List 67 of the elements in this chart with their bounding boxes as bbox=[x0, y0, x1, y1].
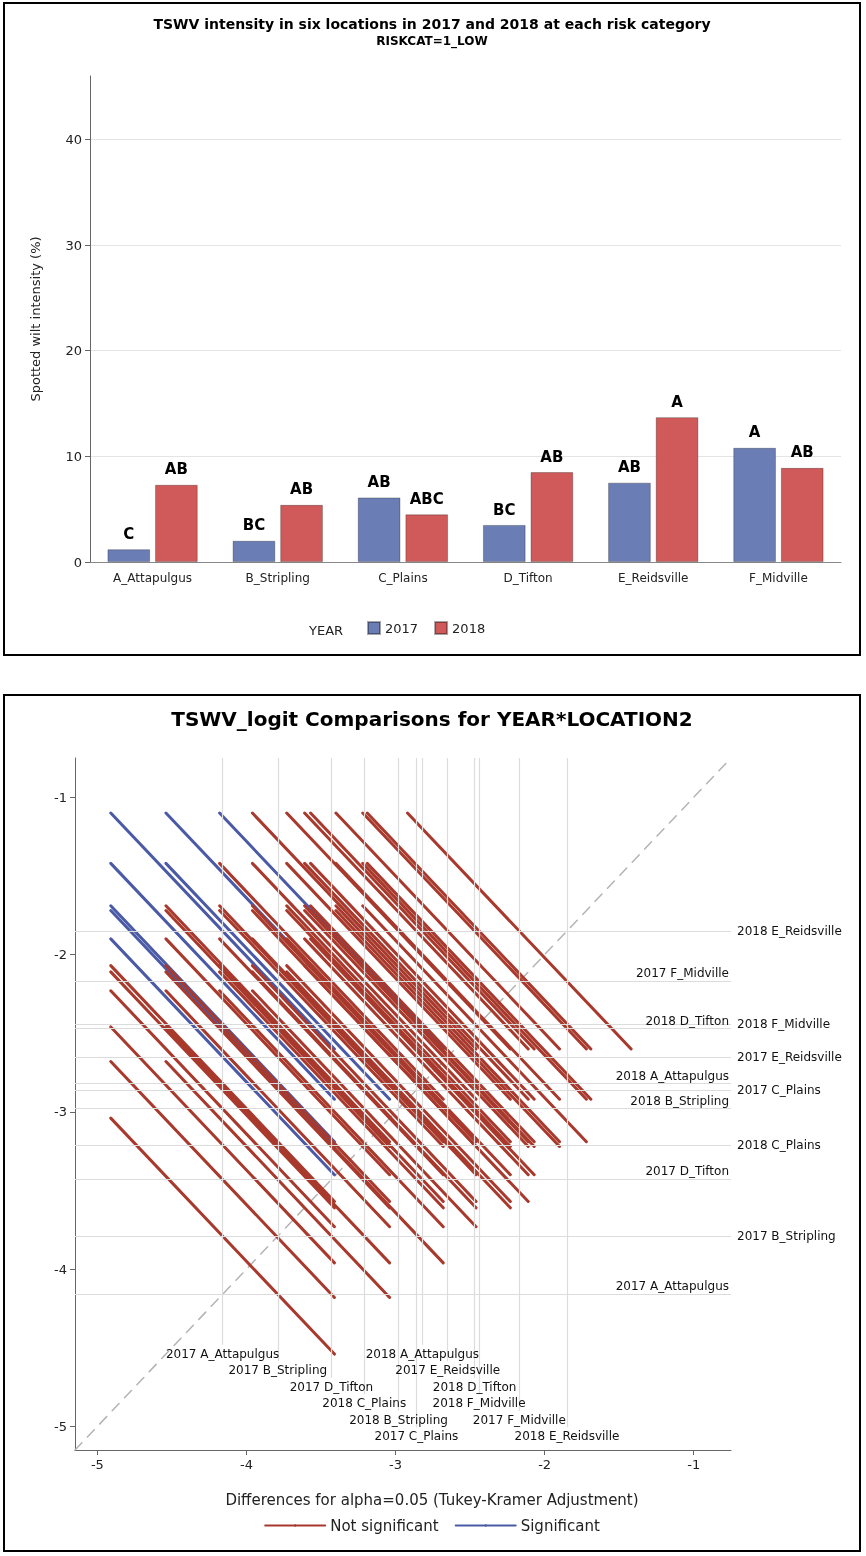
y-tick-label: 20 bbox=[65, 343, 82, 359]
ref-line-label: 2018 C_Plains bbox=[737, 1137, 821, 1152]
y-tick-label: -5 bbox=[54, 1418, 67, 1434]
ref-line-label: 2017 D_Tifton bbox=[289, 1379, 374, 1394]
data-label: C bbox=[123, 524, 135, 543]
y-tick-label: -1 bbox=[54, 789, 67, 805]
data-label: AB bbox=[617, 458, 641, 477]
y-tick-label: 30 bbox=[65, 237, 82, 253]
chart-title: TSWV_logit Comparisons for YEAR*LOCATION2 bbox=[171, 707, 693, 731]
x-tick-label: -4 bbox=[239, 1457, 253, 1472]
ref-line-label: 2017 D_Tifton bbox=[645, 1164, 729, 1179]
y-tick-label: -2 bbox=[54, 947, 67, 963]
x-tick-label: B_Stripling bbox=[245, 571, 310, 585]
legend-label: 2017 bbox=[385, 620, 419, 636]
ref-line-label: 2017 A_Attapulgus bbox=[615, 1279, 729, 1294]
ref-line-label: 2018 F_Midville bbox=[737, 1016, 831, 1031]
ref-line-label: 2018 A_Attapulgus bbox=[615, 1068, 729, 1083]
y-tick-label: -4 bbox=[54, 1261, 67, 1277]
data-label: A bbox=[748, 423, 761, 442]
data-label: AB bbox=[290, 480, 314, 499]
ref-line-label: 2017 A_Attapulgus bbox=[165, 1346, 280, 1361]
ref-line-label: 2018 D_Tifton bbox=[432, 1379, 517, 1394]
data-label: A bbox=[671, 392, 684, 411]
data-label: ABC bbox=[409, 489, 444, 508]
x-tick-label: E_Reidsville bbox=[618, 571, 689, 585]
y-tick-label: 0 bbox=[73, 554, 82, 570]
ref-line-label: 2017 C_Plains bbox=[737, 1082, 821, 1097]
x-tick-label: D_Tifton bbox=[503, 571, 553, 585]
chart-title: TSWV intensity in six locations in 2017 and 2018 at each risk category bbox=[153, 16, 711, 32]
x-tick-label: -2 bbox=[538, 1457, 552, 1472]
x-tick-label: F_Midville bbox=[749, 571, 808, 585]
ref-line-label: 2017 F_Midville bbox=[472, 1412, 566, 1427]
legend-title: YEAR bbox=[308, 623, 344, 638]
x-tick-label: C_Plains bbox=[378, 571, 428, 585]
data-label: BC bbox=[242, 516, 266, 535]
ref-line-label: 2018 B_Stripling bbox=[349, 1412, 448, 1427]
ref-line-label: 2017 E_Reidsville bbox=[737, 1049, 842, 1064]
legend-label: 2018 bbox=[452, 620, 486, 636]
x-tick-label: -5 bbox=[90, 1457, 104, 1472]
data-label: AB bbox=[367, 473, 391, 492]
legend-label: Significant bbox=[520, 1516, 600, 1535]
legend-label: Not significant bbox=[330, 1516, 439, 1535]
y-axis-title: Spotted wilt intensity (%) bbox=[28, 236, 43, 402]
data-label: AB bbox=[790, 443, 814, 462]
data-label: AB bbox=[164, 460, 188, 479]
data-label: AB bbox=[540, 447, 564, 466]
ref-line-label: 2017 B_Stripling bbox=[737, 1229, 836, 1244]
ref-line-label: 2018 C_Plains bbox=[322, 1396, 407, 1411]
ref-line-label: 2018 D_Tifton bbox=[645, 1013, 729, 1028]
ref-line-label: 2018 E_Reidsville bbox=[514, 1429, 620, 1444]
data-label: BC bbox=[493, 500, 516, 519]
y-tick-label: -3 bbox=[54, 1104, 67, 1120]
ref-line-label: 2018 F_Midville bbox=[432, 1396, 526, 1411]
ref-line-label: 2018 E_Reidsville bbox=[737, 924, 842, 938]
ref-line-label: 2018 B_Stripling bbox=[630, 1093, 729, 1108]
y-tick-label: 10 bbox=[65, 448, 82, 464]
y-tick-label: 40 bbox=[65, 131, 82, 147]
x-tick-label: -3 bbox=[389, 1457, 403, 1472]
x-tick-label: A_Attapulgus bbox=[113, 571, 193, 585]
ref-line-label: 2017 B_Stripling bbox=[228, 1363, 328, 1378]
ref-line-label: 2018 A_Attapulgus bbox=[365, 1346, 480, 1361]
x-tick-label: -1 bbox=[687, 1457, 701, 1472]
legend-title: Differences for alpha=0.05 (Tukey-Kramer Adjustment) bbox=[225, 1490, 639, 1509]
ref-line-label: 2017 E_Reidsville bbox=[395, 1363, 501, 1378]
ref-line-label: 2017 C_Plains bbox=[374, 1429, 459, 1444]
ref-line-label: 2017 F_Midville bbox=[635, 966, 729, 981]
chart-subtitle: RISKCAT=1_LOW bbox=[376, 34, 488, 49]
